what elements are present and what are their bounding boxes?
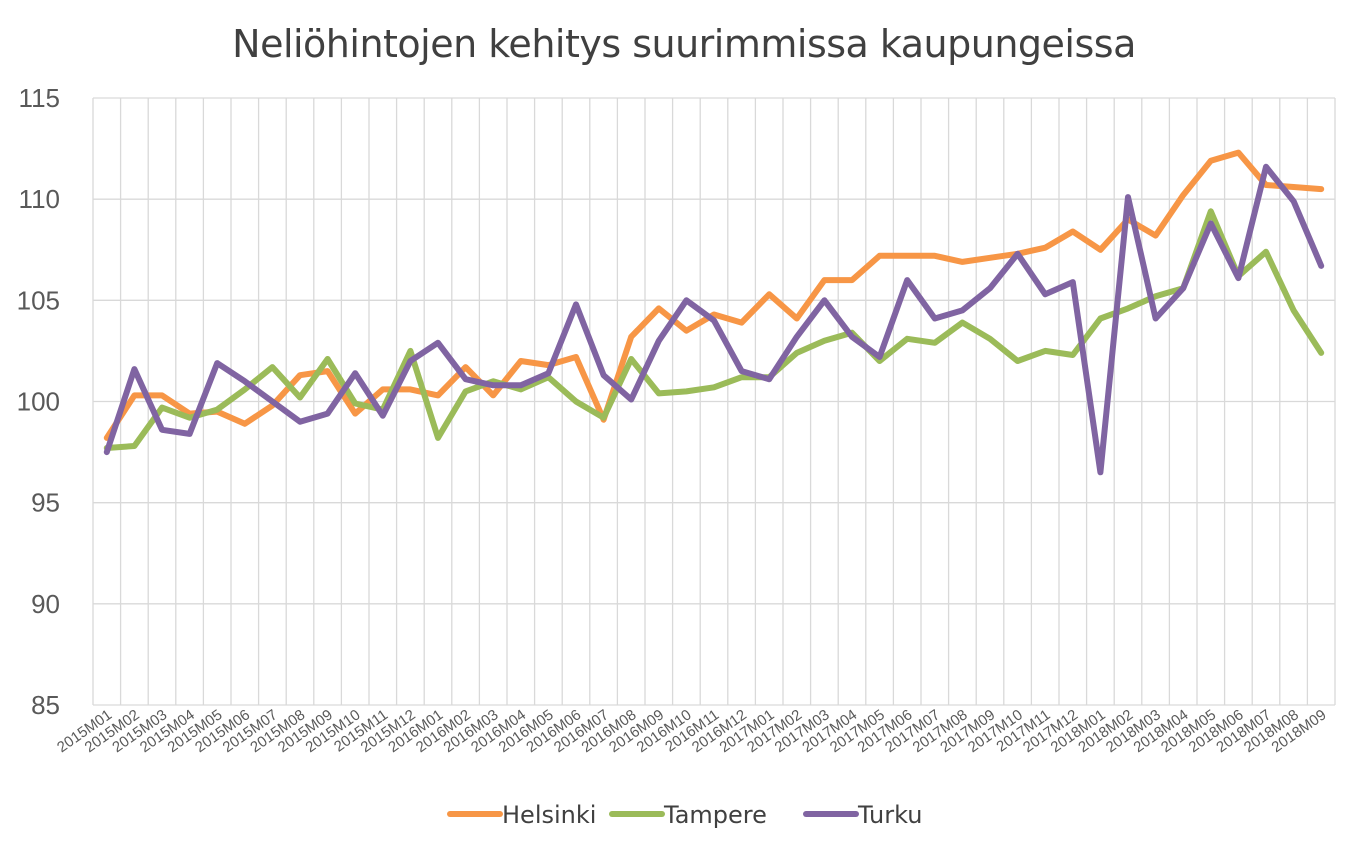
y-tick-label: 115 <box>19 83 60 113</box>
y-tick-label: 110 <box>19 184 60 214</box>
series-line-turku <box>103 163 1325 476</box>
chart-title: Neliöhintojen kehitys suurimmissa kaupun… <box>232 22 1136 66</box>
y-tick-label: 85 <box>31 690 60 720</box>
legend-label-tampere: Tampere <box>663 801 767 829</box>
legend-label-helsinki: Helsinki <box>502 801 596 829</box>
series-line-helsinki <box>103 149 1325 441</box>
y-tick-label: 105 <box>17 285 60 315</box>
y-tick-label: 90 <box>31 589 60 619</box>
legend-label-turku: Turku <box>857 801 922 829</box>
y-tick-label: 95 <box>31 488 60 518</box>
y-tick-label: 100 <box>17 387 60 417</box>
